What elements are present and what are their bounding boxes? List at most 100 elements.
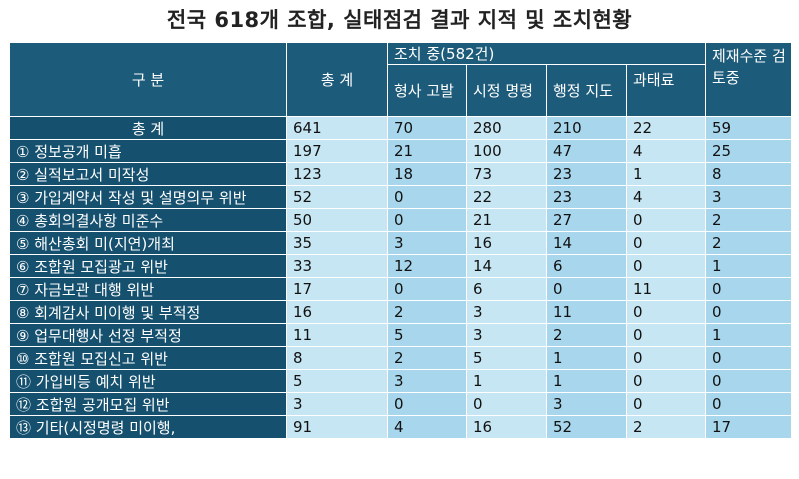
cell: 0 xyxy=(626,369,706,393)
cell: 18 xyxy=(387,162,467,186)
cell: 0 xyxy=(705,300,792,324)
cell: 73 xyxy=(466,162,547,186)
cell: 8 xyxy=(705,162,792,186)
cell: 1 xyxy=(626,162,706,186)
total-row: 총 계 641 70 280 210 22 59 xyxy=(9,116,792,140)
row-label: ⑩ 조합원 모집신고 위반 xyxy=(9,346,287,370)
in-action-header: 조치 중(582건) xyxy=(387,42,706,65)
cell: 50 xyxy=(286,208,388,232)
cell: 0 xyxy=(387,208,467,232)
cell: 3 xyxy=(286,392,388,416)
inspection-results-table: 구 분 총 계 조치 중(582건) 제재수준 검토중 형사 고발 시정 명령 … xyxy=(9,42,792,439)
category-header: 구 분 xyxy=(9,42,287,117)
cell: 0 xyxy=(626,231,706,255)
cell: 641 xyxy=(286,116,388,140)
cell: 0 xyxy=(626,346,706,370)
table-row: ③ 가입계약서 작성 및 설명의무 위반 52 0 22 23 4 3 xyxy=(9,185,792,209)
cell: 35 xyxy=(286,231,388,255)
cell: 4 xyxy=(626,139,706,163)
cell: 3 xyxy=(387,231,467,255)
cell: 3 xyxy=(387,369,467,393)
cell: 2 xyxy=(387,300,467,324)
cell: 59 xyxy=(705,116,792,140)
table-row: ④ 총회의결사항 미준수 50 0 21 27 0 2 xyxy=(9,208,792,232)
fine-header: 과태료 xyxy=(626,64,706,117)
cell: 11 xyxy=(546,300,627,324)
cell: 12 xyxy=(387,254,467,278)
row-label: ⑬ 기타(시정명령 미이행, xyxy=(9,415,287,439)
cell: 14 xyxy=(546,231,627,255)
correction-header: 시정 명령 xyxy=(466,64,547,117)
row-label: ⑧ 회계감사 미이행 및 부적정 xyxy=(9,300,287,324)
cell: 21 xyxy=(387,139,467,163)
cell: 1 xyxy=(705,254,792,278)
cell: 0 xyxy=(387,185,467,209)
total-row-label: 총 계 xyxy=(9,116,287,140)
cell: 0 xyxy=(626,323,706,347)
cell: 3 xyxy=(466,300,547,324)
cell: 0 xyxy=(626,254,706,278)
cell: 0 xyxy=(705,369,792,393)
table-row: ⑪ 가입비등 예치 위반 5 3 1 1 0 0 xyxy=(9,369,792,393)
cell: 100 xyxy=(466,139,547,163)
cell: 16 xyxy=(466,415,547,439)
cell: 22 xyxy=(466,185,547,209)
cell: 16 xyxy=(286,300,388,324)
row-label: ③ 가입계약서 작성 및 설명의무 위반 xyxy=(9,185,287,209)
criminal-header: 형사 고발 xyxy=(387,64,467,117)
row-label: ⑫ 조합원 공개모집 위반 xyxy=(9,392,287,416)
cell: 1 xyxy=(546,369,627,393)
cell: 3 xyxy=(705,185,792,209)
cell: 14 xyxy=(466,254,547,278)
table-row: ⑧ 회계감사 미이행 및 부적정 16 2 3 11 0 0 xyxy=(9,300,792,324)
cell: 0 xyxy=(626,392,706,416)
cell: 5 xyxy=(286,369,388,393)
cell: 2 xyxy=(705,231,792,255)
row-label: ④ 총회의결사항 미준수 xyxy=(9,208,287,232)
cell: 6 xyxy=(466,277,547,301)
cell: 17 xyxy=(705,415,792,439)
cell: 21 xyxy=(466,208,547,232)
cell: 0 xyxy=(387,392,467,416)
cell: 197 xyxy=(286,139,388,163)
cell: 2 xyxy=(546,323,627,347)
cell: 11 xyxy=(626,277,706,301)
cell: 6 xyxy=(546,254,627,278)
cell: 1 xyxy=(466,369,547,393)
total-header: 총 계 xyxy=(286,42,388,117)
table-row: ⑦ 자금보관 대행 위반 17 0 6 0 11 0 xyxy=(9,277,792,301)
page-title: 전국 618개 조합, 실태점검 결과 지적 및 조치현황 xyxy=(166,8,633,32)
cell: 0 xyxy=(387,277,467,301)
cell: 2 xyxy=(705,208,792,232)
cell: 47 xyxy=(546,139,627,163)
table-row: ⑤ 해산총회 미(지연)개최 35 3 16 14 0 2 xyxy=(9,231,792,255)
cell: 23 xyxy=(546,185,627,209)
cell: 1 xyxy=(546,346,627,370)
cell: 5 xyxy=(466,346,547,370)
table-row: ⑫ 조합원 공개모집 위반 3 0 0 3 0 0 xyxy=(9,392,792,416)
cell: 91 xyxy=(286,415,388,439)
cell: 23 xyxy=(546,162,627,186)
cell: 2 xyxy=(626,415,706,439)
cell: 123 xyxy=(286,162,388,186)
cell: 11 xyxy=(286,323,388,347)
table-row: ⑬ 기타(시정명령 미이행, 91 4 16 52 2 17 xyxy=(9,415,792,439)
cell: 70 xyxy=(387,116,467,140)
cell: 0 xyxy=(705,346,792,370)
cell: 0 xyxy=(626,300,706,324)
table-row: ① 정보공개 미흡 197 21 100 47 4 25 xyxy=(9,139,792,163)
row-label: ⑪ 가입비등 예치 위반 xyxy=(9,369,287,393)
cell: 5 xyxy=(387,323,467,347)
row-label: ⑤ 해산총회 미(지연)개최 xyxy=(9,231,287,255)
admin-header: 행정 지도 xyxy=(546,64,627,117)
cell: 4 xyxy=(626,185,706,209)
cell: 0 xyxy=(466,392,547,416)
cell: 0 xyxy=(705,277,792,301)
row-label: ② 실적보고서 미작성 xyxy=(9,162,287,186)
cell: 0 xyxy=(705,392,792,416)
row-label: ① 정보공개 미흡 xyxy=(9,139,287,163)
cell: 33 xyxy=(286,254,388,278)
cell: 1 xyxy=(705,323,792,347)
cell: 27 xyxy=(546,208,627,232)
cell: 52 xyxy=(286,185,388,209)
